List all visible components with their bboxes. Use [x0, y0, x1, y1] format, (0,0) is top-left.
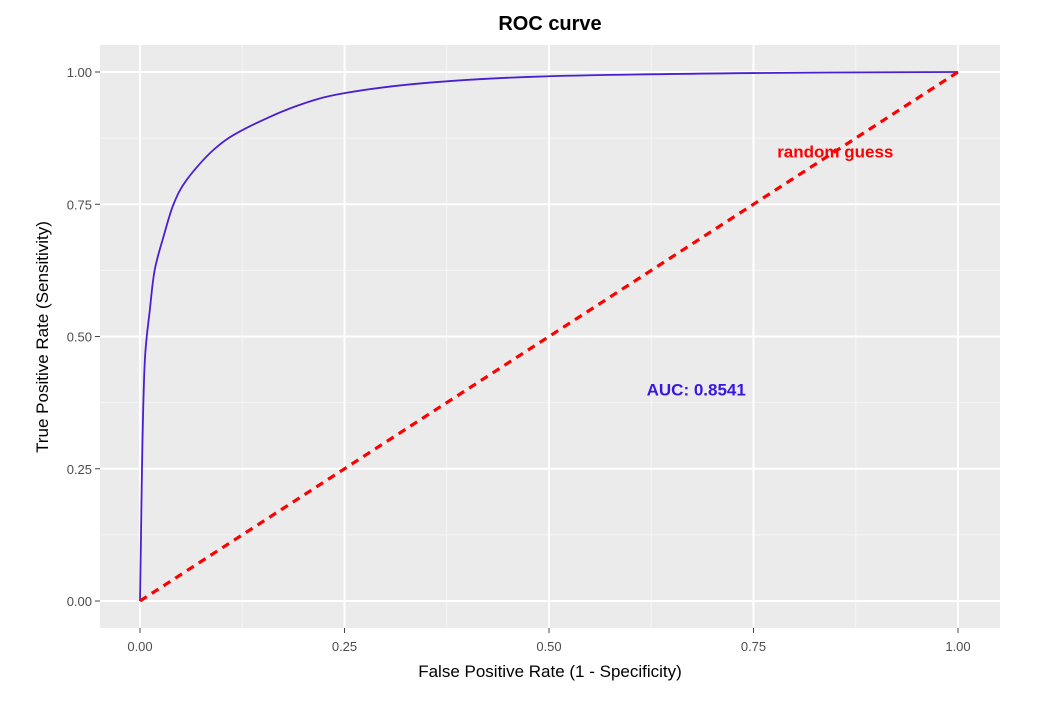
y-tick-label: 0.00	[67, 594, 92, 609]
y-tick-label: 1.00	[67, 65, 92, 80]
chart-title: ROC curve	[498, 13, 601, 35]
axis-ticks: 0.00 0.25 0.50 0.75 1.00 0.00 0.25 0.50 0.75 1.00	[67, 65, 971, 654]
annotations: random guess AUC: 0.8541	[647, 142, 894, 399]
series-layer	[139, 70, 959, 603]
random-guess-label: random guess	[777, 142, 893, 161]
y-axis-label: True Positive Rate (Sensitivity)	[33, 221, 52, 453]
x-axis-label: False Positive Rate (1 - Specificity)	[418, 662, 682, 681]
x-tick-label: 1.00	[945, 639, 970, 654]
auc-label: AUC: 0.8541	[647, 380, 746, 399]
y-tick-label: 0.50	[67, 330, 92, 345]
x-tick-label: 0.75	[741, 639, 766, 654]
x-tick-label: 0.00	[127, 639, 152, 654]
x-tick-label: 0.50	[536, 639, 561, 654]
gridlines	[100, 45, 1000, 628]
y-tick-label: 0.25	[67, 462, 92, 477]
y-tick-label: 0.75	[67, 197, 92, 212]
roc-curve-line	[139, 71, 959, 602]
x-tick-label: 0.25	[332, 639, 357, 654]
